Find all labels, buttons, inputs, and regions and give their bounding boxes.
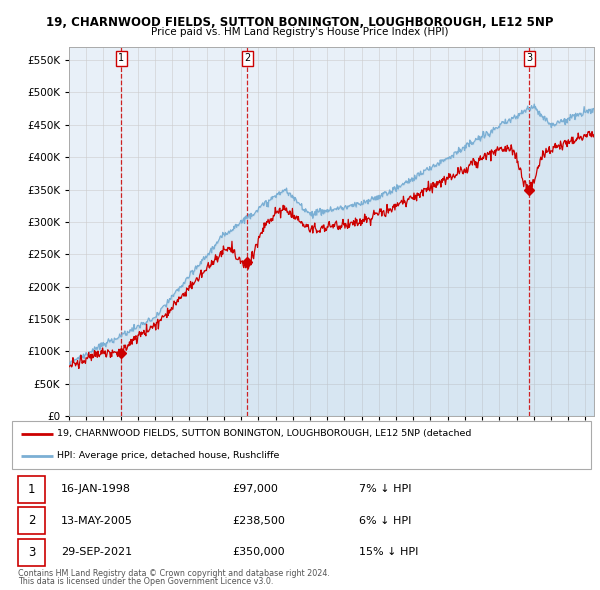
FancyBboxPatch shape — [12, 421, 591, 469]
Text: £350,000: £350,000 — [232, 548, 284, 558]
Text: 1: 1 — [118, 53, 124, 63]
Text: 2: 2 — [28, 514, 35, 527]
Text: HPI: Average price, detached house, Rushcliffe: HPI: Average price, detached house, Rush… — [57, 451, 280, 460]
Text: 6% ↓ HPI: 6% ↓ HPI — [359, 516, 412, 526]
Text: 13-MAY-2005: 13-MAY-2005 — [61, 516, 133, 526]
Text: 16-JAN-1998: 16-JAN-1998 — [61, 484, 131, 494]
Text: 29-SEP-2021: 29-SEP-2021 — [61, 548, 133, 558]
FancyBboxPatch shape — [18, 507, 45, 534]
Text: £97,000: £97,000 — [232, 484, 278, 494]
Text: Price paid vs. HM Land Registry's House Price Index (HPI): Price paid vs. HM Land Registry's House … — [151, 27, 449, 37]
Text: 15% ↓ HPI: 15% ↓ HPI — [359, 548, 419, 558]
Text: 2: 2 — [244, 53, 250, 63]
Text: 3: 3 — [526, 53, 532, 63]
FancyBboxPatch shape — [18, 476, 45, 503]
Text: 1: 1 — [28, 483, 35, 496]
FancyBboxPatch shape — [18, 539, 45, 566]
Text: £238,500: £238,500 — [232, 516, 285, 526]
Text: 19, CHARNWOOD FIELDS, SUTTON BONINGTON, LOUGHBOROUGH, LE12 5NP: 19, CHARNWOOD FIELDS, SUTTON BONINGTON, … — [46, 16, 554, 29]
Text: 19, CHARNWOOD FIELDS, SUTTON BONINGTON, LOUGHBOROUGH, LE12 5NP (detached: 19, CHARNWOOD FIELDS, SUTTON BONINGTON, … — [57, 430, 472, 438]
Text: Contains HM Land Registry data © Crown copyright and database right 2024.: Contains HM Land Registry data © Crown c… — [18, 569, 330, 578]
Text: 7% ↓ HPI: 7% ↓ HPI — [359, 484, 412, 494]
Text: 3: 3 — [28, 546, 35, 559]
Text: This data is licensed under the Open Government Licence v3.0.: This data is licensed under the Open Gov… — [18, 577, 274, 586]
